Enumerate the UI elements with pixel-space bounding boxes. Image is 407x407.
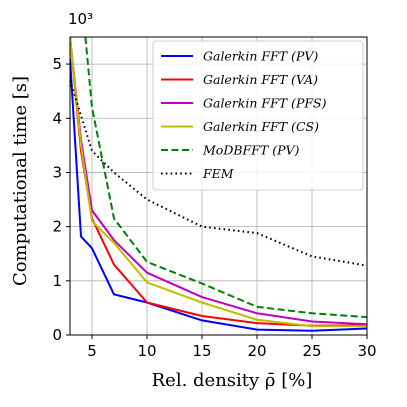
series-line-2 <box>70 37 367 326</box>
y-axis-label: Computational time [s] <box>10 76 31 286</box>
plot-frame <box>69 36 368 336</box>
y-axis-multiplier: 10³ <box>68 10 93 28</box>
x-tick-label: 10 <box>137 342 156 360</box>
x-tick-label: 5 <box>87 342 97 360</box>
legend-box <box>152 40 364 191</box>
series-line-5 <box>70 80 367 267</box>
legend-label-2: Galerkin FFT (PFS) <box>203 96 327 111</box>
legend: Galerkin FFT (PV) Galerkin FFT (VA) Galerk… <box>152 40 364 191</box>
legend-label-1: Galerkin FFT (VA) <box>203 72 318 87</box>
series-group <box>70 37 367 332</box>
y-tick-label: 1 <box>52 272 62 290</box>
legend-label-3: Galerkin FFT (CS) <box>203 119 319 134</box>
x-axis-label: Rel. density ρ̄ [%] <box>152 370 313 391</box>
y-tick-label: 2 <box>52 218 62 236</box>
y-tick-label: 5 <box>52 55 62 73</box>
x-tick-label: 20 <box>247 342 266 360</box>
y-tick-label: 0 <box>52 326 62 344</box>
y-tick-label: 3 <box>52 163 62 181</box>
x-tick-label: 25 <box>302 342 321 360</box>
tick-group: 5 10 15 20 25 30 0 1 2 3 4 5 <box>52 55 376 360</box>
x-tick-label: 15 <box>192 342 211 360</box>
y-tick-label: 4 <box>52 109 62 127</box>
series-line-3 <box>70 37 367 328</box>
legend-label-5: FEM <box>202 166 235 181</box>
x-tick-label: 30 <box>357 342 376 360</box>
legend-label-4: MoDBFFT (PV) <box>202 143 300 158</box>
series-line-4 <box>84 37 367 319</box>
legend-label-0: Galerkin FFT (PV) <box>203 49 318 64</box>
